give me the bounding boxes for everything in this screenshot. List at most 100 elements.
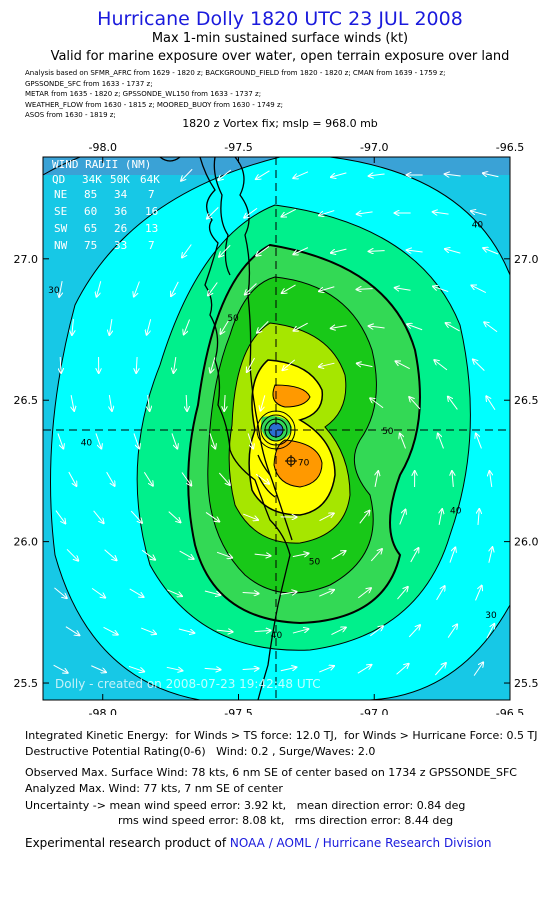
wind-vector (136, 356, 137, 373)
wind-vector (319, 513, 334, 522)
footer-prefix: Experimental research product of (25, 836, 230, 850)
wind-vector (292, 553, 309, 556)
wind-vector (60, 356, 61, 373)
wind-vector (257, 320, 269, 332)
wind-vector (210, 357, 216, 372)
contour-line (43, 157, 81, 176)
wind-vector (434, 360, 448, 371)
wind-vector (357, 212, 373, 214)
wind-vector (93, 510, 104, 523)
x-tick-label-top: -97.5 (224, 141, 252, 154)
wind-vector (178, 628, 194, 633)
y-tick-label-right: 26.5 (514, 394, 539, 407)
analyzed-wind-line: Analyzed Max. Wind: 77 kts, 7 nm SE of c… (25, 782, 283, 795)
wind-vector (396, 361, 410, 370)
wind-vector (446, 323, 460, 332)
wind-radii-cell: NE (54, 188, 67, 201)
wind-vector (129, 588, 144, 597)
wind-vector (68, 471, 77, 486)
wind-vector (489, 471, 491, 487)
wind-vector (293, 247, 309, 255)
chart-subtitle: Max 1-min sustained surface winds (kt) (151, 31, 409, 46)
footer-credit: Experimental research product of NOAA / … (25, 836, 491, 850)
x-tick-label-bottom: -97.5 (224, 707, 252, 715)
y-tick-label-left: 26.0 (14, 536, 39, 549)
wind-vector (182, 244, 192, 258)
wind-vector (103, 626, 118, 634)
wind-vector (219, 244, 231, 256)
contour-label: 40 (450, 506, 462, 516)
wind-vector (186, 394, 187, 411)
wind-vector (72, 318, 73, 335)
y-tick-label-right: 27.0 (514, 253, 539, 266)
wind-vector (438, 434, 444, 449)
wind-vector (216, 551, 232, 557)
wind-vector (128, 665, 144, 671)
wind-radii-table: WIND RADII (NM) QD 34K 50K 64K NE 85 34 … (52, 158, 160, 252)
wind-vector (91, 665, 106, 672)
wind-vector (445, 249, 461, 254)
wind-radii-header: 64K (140, 173, 160, 186)
wind-vector (319, 362, 335, 367)
wind-vector (204, 590, 220, 595)
wind-vector (57, 433, 63, 448)
wind-vector (184, 319, 191, 335)
wind-vector (409, 397, 421, 410)
contour-line (136, 204, 471, 651)
wind-vector (400, 434, 406, 449)
wind-vector (486, 396, 496, 410)
wind-vector (209, 433, 215, 448)
wind-vector (370, 549, 382, 562)
wind-vector (245, 283, 257, 294)
wind-vector (484, 322, 498, 333)
wind-radii-header: 34K (82, 173, 102, 186)
wind-radii-cell: 34 (114, 188, 128, 201)
wind-vector (167, 589, 182, 596)
wind-vector (242, 592, 259, 593)
wind-vector (407, 250, 423, 252)
wind-vector (370, 398, 384, 409)
contour-label: 40 (81, 438, 93, 448)
wind-radii-cell: 85 (84, 188, 97, 201)
wind-vector (91, 587, 105, 597)
y-tick-label-right: 25.5 (514, 677, 539, 690)
wind-radii-cell: 60 (84, 205, 97, 218)
wind-vector (445, 174, 461, 176)
wind-vector (439, 509, 442, 525)
contour-line (228, 322, 351, 544)
wind-vector (133, 433, 139, 448)
wind-vector (171, 281, 179, 296)
hrd-link[interactable]: NOAA / AOML / Hurricane Research Divisio… (229, 836, 492, 850)
wind-vector (447, 624, 457, 638)
wind-vector (95, 433, 101, 448)
contour-label: 50 (382, 427, 394, 437)
wind-vector (282, 208, 296, 216)
wind-vector (242, 668, 259, 669)
plot-frame (42, 156, 511, 701)
wind-vector (280, 667, 297, 672)
wind-vector (408, 625, 420, 638)
wind-vector (331, 248, 347, 253)
wind-vector (282, 284, 296, 293)
contour-label: 30 (48, 286, 60, 296)
wind-vector (53, 664, 68, 673)
wind-vector (207, 207, 219, 218)
wind-vector (434, 663, 446, 676)
contour-line (50, 157, 281, 700)
wind-vector (331, 172, 347, 177)
wind-vector (134, 281, 140, 296)
wind-vector (283, 359, 296, 370)
wind-analysis-map: 30 40 50 40 50 40 50 40 30 70 WIND RADII (NM) QD … (14, 141, 539, 715)
axis-ticks (43, 157, 511, 700)
wind-vector (397, 587, 407, 600)
chart-title: Hurricane Dolly 1820 UTC 23 JUL 2008 (97, 8, 463, 30)
wind-vector (473, 359, 485, 371)
chart-exposure-note: Valid for marine exposure over water, op… (50, 49, 510, 64)
y-tick-label-left: 27.0 (14, 253, 39, 266)
wind-vector (433, 212, 449, 214)
wind-radii-cell: 7 (148, 239, 155, 252)
wind-vector (473, 662, 483, 676)
wind-vector (66, 548, 78, 560)
wind-vector (319, 286, 335, 292)
wind-radii-cell: 33 (114, 239, 127, 252)
